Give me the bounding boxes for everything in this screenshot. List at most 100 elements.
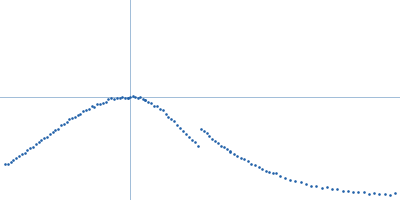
Point: [318, 186, 325, 189]
Point: [52, 128, 58, 131]
Point: [127, 95, 134, 98]
Point: [392, 192, 398, 195]
Point: [298, 181, 304, 184]
Point: [63, 121, 70, 124]
Point: [355, 190, 362, 193]
Point: [100, 101, 106, 104]
Point: [308, 184, 314, 187]
Point: [72, 116, 78, 119]
Point: [255, 165, 262, 169]
Point: [114, 96, 120, 99]
Point: [282, 176, 288, 180]
Point: [66, 117, 72, 121]
Point: [209, 137, 216, 140]
Point: [24, 148, 30, 151]
Point: [192, 140, 198, 143]
Point: [212, 139, 218, 142]
Point: [148, 102, 154, 105]
Point: [116, 96, 123, 99]
Point: [159, 109, 166, 112]
Point: [86, 107, 92, 110]
Point: [60, 122, 67, 126]
Point: [165, 116, 172, 119]
Point: [18, 153, 25, 156]
Point: [139, 97, 146, 101]
Point: [41, 137, 47, 140]
Point: [38, 139, 44, 142]
Point: [200, 129, 207, 132]
Point: [49, 130, 56, 134]
Point: [77, 113, 84, 116]
Point: [234, 155, 240, 158]
Point: [145, 100, 151, 103]
Point: [177, 126, 183, 130]
Point: [21, 152, 28, 155]
Point: [35, 140, 42, 144]
Point: [245, 160, 251, 163]
Point: [88, 105, 95, 108]
Point: [221, 146, 227, 149]
Point: [366, 192, 372, 196]
Point: [69, 117, 75, 120]
Point: [174, 123, 180, 126]
Point: [16, 155, 22, 158]
Point: [4, 162, 11, 165]
Point: [340, 189, 346, 193]
Point: [32, 143, 39, 146]
Point: [44, 135, 50, 139]
Point: [134, 97, 141, 100]
Point: [287, 178, 294, 181]
Point: [142, 98, 148, 102]
Point: [83, 109, 89, 112]
Point: [248, 162, 255, 165]
Point: [241, 158, 248, 161]
Point: [97, 103, 103, 106]
Point: [227, 151, 233, 154]
Point: [345, 190, 351, 193]
Point: [125, 96, 131, 100]
Point: [27, 146, 33, 150]
Point: [150, 104, 157, 107]
Point: [102, 100, 109, 103]
Point: [171, 119, 178, 122]
Point: [252, 164, 258, 167]
Point: [203, 131, 210, 135]
Point: [183, 132, 189, 136]
Point: [80, 109, 86, 112]
Point: [227, 150, 233, 153]
Point: [94, 102, 100, 106]
Point: [111, 97, 117, 101]
Point: [142, 99, 148, 102]
Point: [189, 139, 195, 142]
Point: [324, 186, 330, 189]
Point: [224, 147, 230, 151]
Point: [194, 144, 201, 147]
Point: [215, 142, 222, 145]
Point: [105, 98, 112, 101]
Point: [30, 145, 36, 148]
Point: [198, 127, 204, 131]
Point: [2, 162, 8, 166]
Point: [137, 96, 143, 99]
Point: [180, 129, 186, 133]
Point: [132, 96, 138, 99]
Point: [266, 171, 272, 174]
Point: [186, 135, 192, 138]
Point: [238, 157, 244, 160]
Point: [154, 105, 160, 108]
Point: [334, 187, 340, 190]
Point: [130, 94, 136, 97]
Point: [218, 145, 224, 148]
Point: [55, 127, 61, 130]
Point: [7, 160, 14, 163]
Point: [262, 169, 269, 172]
Point: [329, 187, 335, 191]
Point: [376, 192, 382, 195]
Point: [277, 174, 283, 177]
Point: [313, 184, 320, 187]
Point: [58, 123, 64, 127]
Point: [91, 105, 98, 108]
Point: [273, 172, 280, 175]
Point: [119, 95, 126, 99]
Point: [303, 182, 309, 185]
